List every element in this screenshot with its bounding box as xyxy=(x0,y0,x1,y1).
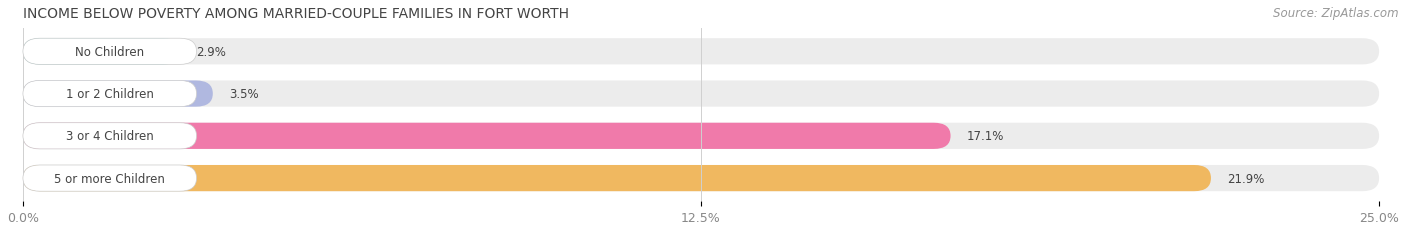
FancyBboxPatch shape xyxy=(22,165,1379,191)
FancyBboxPatch shape xyxy=(22,123,950,149)
FancyBboxPatch shape xyxy=(22,81,1379,107)
Text: 21.9%: 21.9% xyxy=(1227,172,1264,185)
FancyBboxPatch shape xyxy=(22,165,1211,191)
FancyBboxPatch shape xyxy=(22,165,197,191)
Text: No Children: No Children xyxy=(75,46,145,58)
Text: 2.9%: 2.9% xyxy=(197,46,226,58)
FancyBboxPatch shape xyxy=(22,81,197,107)
FancyBboxPatch shape xyxy=(22,81,212,107)
Text: Source: ZipAtlas.com: Source: ZipAtlas.com xyxy=(1274,7,1399,20)
FancyBboxPatch shape xyxy=(22,39,1379,65)
Text: 3.5%: 3.5% xyxy=(229,88,259,101)
Text: 17.1%: 17.1% xyxy=(967,130,1004,143)
FancyBboxPatch shape xyxy=(22,39,180,65)
FancyBboxPatch shape xyxy=(22,123,197,149)
FancyBboxPatch shape xyxy=(22,123,1379,149)
Text: 3 or 4 Children: 3 or 4 Children xyxy=(66,130,153,143)
Text: INCOME BELOW POVERTY AMONG MARRIED-COUPLE FAMILIES IN FORT WORTH: INCOME BELOW POVERTY AMONG MARRIED-COUPL… xyxy=(22,7,569,21)
Text: 1 or 2 Children: 1 or 2 Children xyxy=(66,88,153,101)
FancyBboxPatch shape xyxy=(22,39,197,65)
Text: 5 or more Children: 5 or more Children xyxy=(55,172,165,185)
